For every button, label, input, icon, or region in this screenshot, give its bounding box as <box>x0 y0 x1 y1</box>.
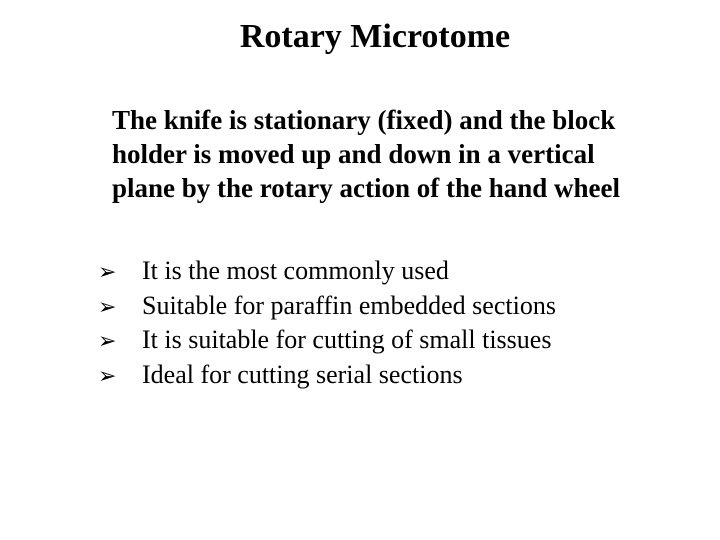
list-item: ➢ Ideal for cutting serial sections <box>98 359 680 392</box>
bullet-text: It is suitable for cutting of small tiss… <box>142 324 680 357</box>
slide-description: The knife is stationary (fixed) and the … <box>112 104 640 205</box>
bullet-marker-icon: ➢ <box>98 290 142 321</box>
slide-title: Rotary Microtome <box>70 18 680 56</box>
bullet-text: Ideal for cutting serial sections <box>142 359 680 392</box>
bullet-marker-icon: ➢ <box>98 359 142 390</box>
list-item: ➢ It is suitable for cutting of small ti… <box>98 324 680 357</box>
bullet-marker-icon: ➢ <box>98 255 142 286</box>
bullet-text: It is the most commonly used <box>142 255 680 288</box>
bullet-text: Suitable for paraffin embedded sections <box>142 290 680 323</box>
bullet-marker-icon: ➢ <box>98 324 142 355</box>
list-item: ➢ It is the most commonly used <box>98 255 680 288</box>
bullet-list: ➢ It is the most commonly used ➢ Suitabl… <box>98 255 680 391</box>
slide-container: Rotary Microtome The knife is stationary… <box>0 0 720 540</box>
list-item: ➢ Suitable for paraffin embedded section… <box>98 290 680 323</box>
